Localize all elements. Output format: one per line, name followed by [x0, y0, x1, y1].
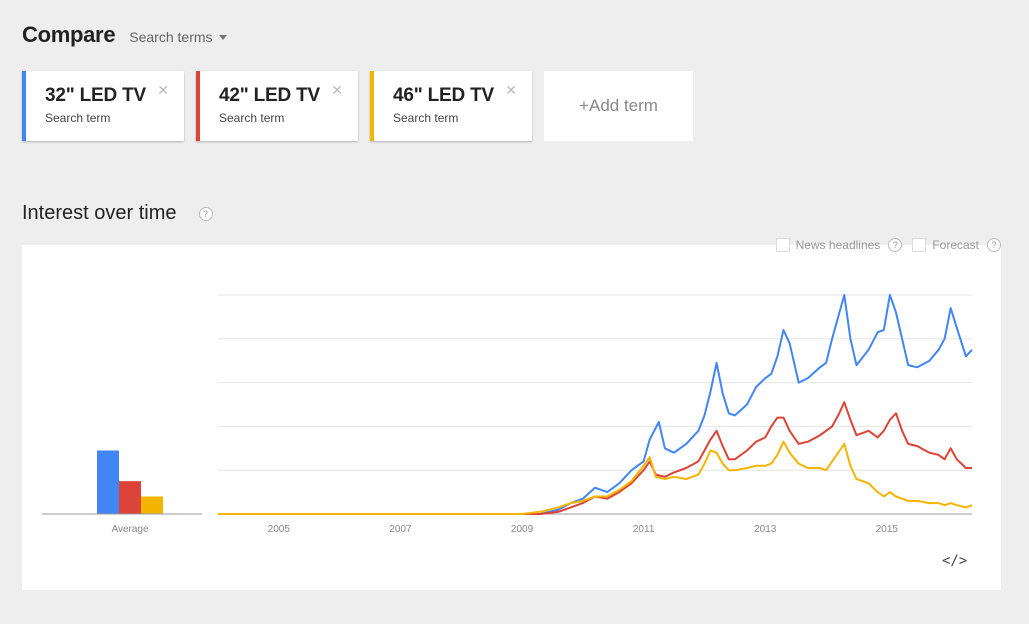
caret-down-icon	[218, 34, 227, 40]
term-card-1[interactable]: 32" LED TV Search term ✕	[22, 71, 184, 141]
term-type: Search term	[393, 111, 459, 125]
x-tick-label: 2005	[268, 524, 291, 535]
forecast-checkbox[interactable]	[912, 238, 927, 252]
forecast-label: Forecast	[932, 238, 979, 252]
close-icon[interactable]: ✕	[505, 82, 517, 98]
embed-code-icon[interactable]: </>	[942, 553, 968, 569]
page-title: Compare	[22, 22, 116, 47]
term-name: 32" LED TV	[45, 85, 146, 106]
term-type: Search term	[45, 111, 111, 125]
term-list: 32" LED TV Search term ✕ 42" LED TV Sear…	[22, 71, 693, 141]
search-terms-label: Search terms	[129, 29, 213, 45]
series-line-1	[218, 294, 973, 515]
chart-svg: Average 2005 2007 2009 2011 2013 2015	[42, 294, 973, 535]
add-term-button[interactable]: +Add term	[544, 71, 693, 141]
close-icon[interactable]: ✕	[331, 82, 343, 98]
news-headlines-label: News headlines	[795, 238, 881, 252]
section-title: Interest over time ?	[22, 202, 213, 225]
x-tick-label: 2011	[633, 524, 655, 535]
help-icon[interactable]: ?	[198, 206, 213, 221]
chart-options: News headlines ? Forecast ?	[766, 238, 1001, 252]
interest-chart: Average 2005 2007 2009 2011 2013 2015	[22, 245, 1001, 590]
news-headlines-checkbox[interactable]	[775, 238, 790, 252]
help-icon[interactable]: ?	[987, 238, 1001, 252]
term-type: Search term	[219, 111, 285, 125]
average-bar	[141, 496, 163, 514]
term-name: 46" LED TV	[393, 85, 494, 106]
term-name: 42" LED TV	[219, 85, 320, 106]
help-icon[interactable]: ?	[888, 238, 903, 252]
average-label: Average	[111, 524, 149, 535]
x-tick-label: 2007	[389, 524, 412, 535]
x-tick-label: 2013	[754, 524, 777, 535]
close-icon[interactable]: ✕	[157, 82, 169, 98]
x-tick-label: 2009	[511, 524, 534, 535]
average-bar	[97, 450, 119, 514]
series-line-2	[218, 401, 972, 515]
search-terms-dropdown[interactable]: Search terms	[129, 29, 227, 45]
compare-header: Compare Search terms	[22, 22, 227, 48]
news-headlines-option[interactable]: News headlines ?	[775, 238, 903, 252]
interest-over-time-heading: Interest over time	[22, 202, 177, 224]
term-card-2[interactable]: 42" LED TV Search term ✕	[196, 71, 358, 141]
x-tick-label: 2015	[876, 524, 899, 535]
term-card-3[interactable]: 46" LED TV Search term ✕	[370, 71, 532, 141]
forecast-option[interactable]: Forecast ?	[912, 238, 1001, 252]
series-line-3	[218, 440, 973, 515]
average-bar	[119, 481, 141, 514]
